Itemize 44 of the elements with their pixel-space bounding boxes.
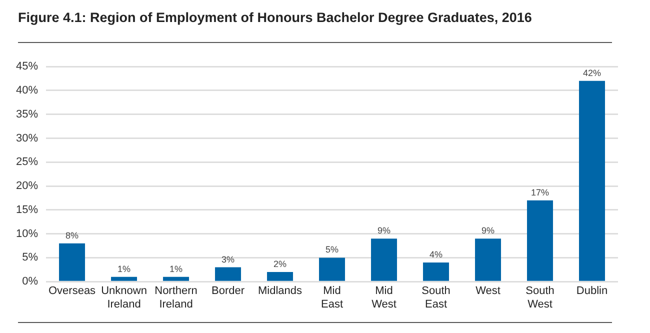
bar [527,200,553,281]
data-label: 3% [222,254,235,264]
x-tick-label: Border [211,285,245,298]
y-tick-label: 40% [16,84,38,97]
x-tick-label: Northern Ireland [154,285,198,310]
x-tick-label: Overseas [48,285,96,298]
bar [319,258,346,281]
x-tick-label: Unknown Ireland [101,285,147,310]
bar [267,272,294,281]
bar [59,243,86,281]
x-tick-label: Mid East [321,285,344,310]
y-tick-label: 15% [16,204,38,216]
data-label: 5% [326,244,339,255]
y-tick-label: 0% [22,276,38,288]
bar [579,80,605,281]
bar [111,276,138,281]
bar [215,267,242,281]
x-tick-label: Midlands [258,285,303,298]
data-label: 9% [378,226,391,236]
x-tick-label: South East [422,285,450,310]
x-tick-label: Dublin [576,285,608,298]
x-tick-label: Mid West [372,285,396,310]
data-label: 17% [530,187,550,198]
y-tick-label: 10% [16,228,38,240]
data-label: 42% [582,68,602,78]
x-tick-label: West [476,285,500,298]
y-tick-label: 45% [16,60,38,73]
data-label: 8% [66,230,79,240]
y-tick-label: 25% [16,156,38,168]
bar [371,238,398,281]
data-label: 1% [118,264,131,274]
x-tick-label: South West [526,285,554,310]
data-label: 1% [170,264,183,274]
chart-title: Figure 4.1: Region of Employment of Honours Bachelor Degree Graduates, 2016 [18,10,532,25]
y-tick-label: 35% [16,108,38,120]
bar [423,262,450,281]
data-label: 9% [481,226,495,236]
y-tick-label: 5% [22,252,38,264]
y-tick-label: 20% [16,180,38,192]
bar [163,276,190,281]
bar [475,238,502,281]
data-label: 4% [429,249,443,260]
data-label: 2% [274,259,287,270]
y-tick-label: 30% [16,132,38,144]
